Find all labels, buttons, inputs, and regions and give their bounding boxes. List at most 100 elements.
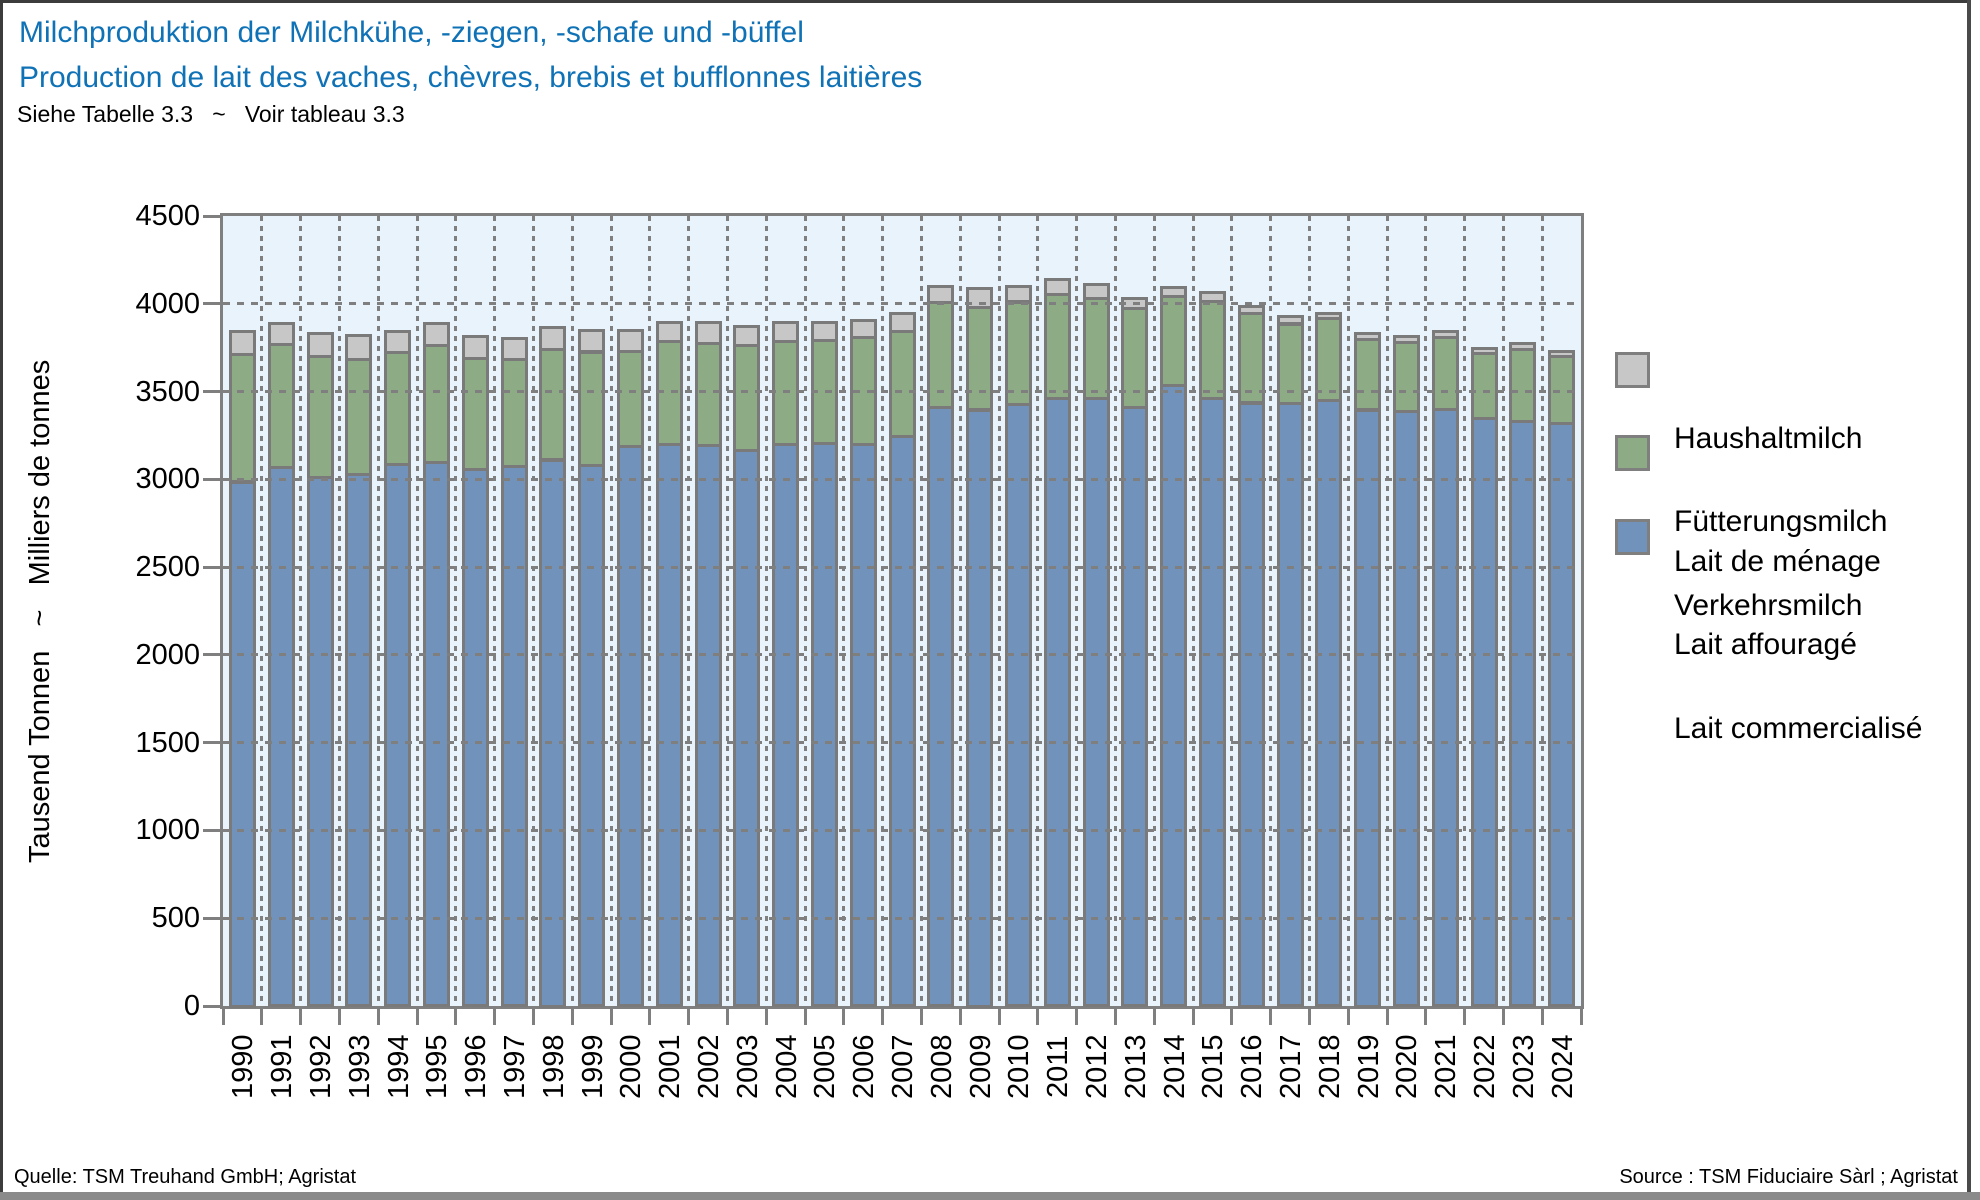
bar-2002-haushaltmilch — [694, 320, 722, 345]
x-tick-31 — [1424, 1006, 1428, 1025]
bar-1991-haushaltmilch — [267, 321, 295, 346]
v-gridline-14 — [764, 216, 768, 1006]
v-gridline-6 — [454, 216, 458, 1006]
year-label-2005: 2005 — [809, 1034, 842, 1100]
x-tick-26 — [1230, 1006, 1234, 1025]
year-label-2001: 2001 — [654, 1034, 687, 1100]
x-tick-22 — [1075, 1006, 1079, 1025]
v-gridline-23 — [1113, 216, 1117, 1006]
h-gridline-4000 — [223, 302, 1581, 306]
bar-2012-haushaltmilch — [1082, 283, 1110, 300]
bar-2019-verkehrsmilch — [1354, 408, 1382, 1008]
bar-2002-fuetterungsmilch — [694, 341, 722, 447]
page-border-right — [1967, 0, 1971, 1200]
x-tick-13 — [725, 1006, 729, 1025]
bar-2022-verkehrsmilch — [1470, 417, 1498, 1008]
bar-2023-fuetterungsmilch — [1509, 347, 1537, 423]
year-label-1996: 1996 — [460, 1034, 493, 1100]
bar-2020-verkehrsmilch — [1392, 410, 1420, 1008]
bar-2016-verkehrsmilch — [1237, 401, 1265, 1008]
x-tick-0 — [221, 1006, 225, 1025]
legend-label-haushaltmilch-de: Haushaltmilch — [1674, 422, 1863, 455]
x-tick-6 — [454, 1006, 458, 1025]
h-gridline-1000 — [223, 828, 1581, 832]
year-label-2023: 2023 — [1507, 1034, 1540, 1100]
x-tick-8 — [531, 1006, 535, 1025]
y-tick-label-500: 500 — [151, 902, 200, 935]
x-tick-28 — [1307, 1006, 1311, 1025]
bar-2010-verkehrsmilch — [1004, 403, 1032, 1008]
bar-2020-fuetterungsmilch — [1392, 340, 1420, 414]
bar-2018-fuetterungsmilch — [1315, 317, 1343, 402]
year-label-2016: 2016 — [1236, 1034, 1269, 1100]
y-tick-label-0: 0 — [183, 990, 200, 1022]
x-tick-16 — [842, 1006, 846, 1025]
bar-1992-haushaltmilch — [306, 332, 334, 358]
x-tick-5 — [415, 1006, 419, 1025]
bar-2004-haushaltmilch — [772, 320, 800, 343]
bar-2000-fuetterungsmilch — [616, 349, 644, 449]
y-tick-1500 — [203, 741, 220, 745]
bar-2017-haushaltmilch — [1276, 315, 1304, 326]
x-tick-33 — [1501, 1006, 1505, 1025]
bar-2011-haushaltmilch — [1043, 277, 1071, 296]
x-tick-24 — [1152, 1006, 1156, 1025]
bar-2003-haushaltmilch — [733, 325, 761, 348]
x-tick-20 — [997, 1006, 1001, 1025]
bar-2007-haushaltmilch — [888, 311, 916, 334]
legend-label-fuetterungsmilch-de: Fütterungsmilch — [1674, 505, 1888, 538]
v-gridline-31 — [1424, 216, 1428, 1006]
bar-2017-verkehrsmilch — [1276, 402, 1304, 1008]
x-tick-11 — [648, 1006, 652, 1025]
fuetterungsmilch-swatch-icon — [1615, 435, 1650, 471]
year-label-2015: 2015 — [1197, 1034, 1230, 1100]
y-tick-1000 — [203, 828, 220, 832]
year-label-2003: 2003 — [731, 1034, 764, 1100]
x-tick-18 — [919, 1006, 923, 1025]
bar-1994-verkehrsmilch — [384, 462, 412, 1008]
bar-2009-verkehrsmilch — [966, 408, 994, 1008]
bar-1996-haushaltmilch — [461, 334, 489, 360]
v-gridline-33 — [1501, 216, 1505, 1006]
x-tick-14 — [764, 1006, 768, 1025]
year-label-2022: 2022 — [1469, 1034, 1501, 1100]
bar-2010-haushaltmilch — [1004, 284, 1032, 304]
bar-2024-verkehrsmilch — [1548, 421, 1576, 1008]
v-gridline-12 — [687, 216, 691, 1006]
bar-2003-verkehrsmilch — [733, 448, 761, 1008]
y-tick-500 — [203, 916, 220, 920]
v-gridline-34 — [1540, 216, 1544, 1006]
v-gridline-32 — [1463, 216, 1467, 1006]
year-label-1991: 1991 — [266, 1034, 299, 1100]
x-tick-15 — [803, 1006, 807, 1025]
x-tick-9 — [570, 1006, 574, 1025]
legend-label-verkehrsmilch-fr: Lait commercialisé — [1674, 712, 1923, 745]
v-gridline-19 — [958, 216, 962, 1006]
x-tick-23 — [1113, 1006, 1117, 1025]
bar-2014-fuetterungsmilch — [1160, 295, 1188, 387]
bar-2022-fuetterungsmilch — [1470, 352, 1498, 421]
bar-2009-haushaltmilch — [966, 287, 994, 309]
x-tick-17 — [881, 1006, 885, 1025]
bar-2007-verkehrsmilch — [888, 434, 916, 1008]
v-gridline-21 — [1036, 216, 1040, 1006]
bar-1992-fuetterungsmilch — [306, 354, 334, 479]
v-gridline-9 — [570, 216, 574, 1006]
x-tick-19 — [958, 1006, 962, 1025]
bar-2021-haushaltmilch — [1431, 329, 1459, 339]
year-label-2021: 2021 — [1430, 1034, 1463, 1100]
x-tick-1 — [260, 1006, 264, 1025]
bar-1998-fuetterungsmilch — [539, 347, 567, 462]
y-tick-label-4500: 4500 — [135, 200, 200, 232]
x-tick-35 — [1579, 1006, 1583, 1025]
year-label-2008: 2008 — [925, 1034, 958, 1100]
legend-label-verkehrsmilch-de: Verkehrsmilch — [1674, 589, 1863, 622]
bar-2001-haushaltmilch — [655, 320, 683, 343]
source-right: Source : TSM Fiduciaire Sàrl ; Agristat — [1619, 1166, 1958, 1188]
bar-2019-haushaltmilch — [1354, 332, 1382, 342]
y-tick-label-4000: 4000 — [135, 287, 200, 320]
bar-2024-haushaltmilch — [1548, 349, 1576, 358]
year-label-2024: 2024 — [1546, 1034, 1579, 1100]
page-border-left — [0, 0, 3, 1200]
